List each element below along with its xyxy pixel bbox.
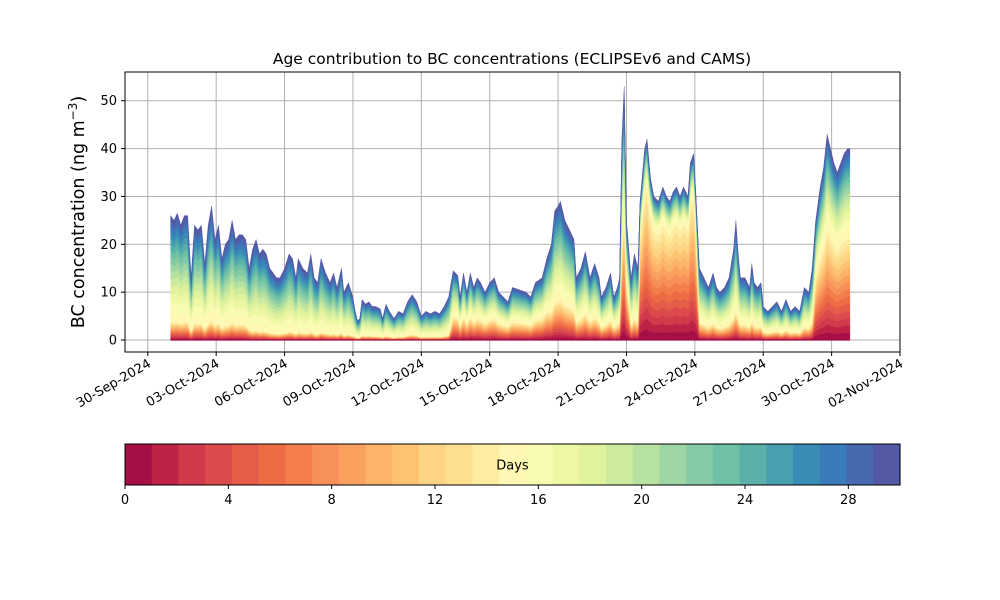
colorbar-swatch-28 xyxy=(873,444,901,485)
colorbar-tick-label-3: 12 xyxy=(427,493,444,508)
colorbar-swatch-20 xyxy=(659,444,687,485)
colorbar: 0 4 8 12 16 20 24 28 Days xyxy=(121,443,901,508)
y-tick-label-0: 0 xyxy=(109,334,117,349)
y-axis-label-close: ) xyxy=(69,96,89,103)
colorbar-swatch-25 xyxy=(793,444,821,485)
colorbar-tick-label-7: 28 xyxy=(840,493,857,508)
y-tick-label-4: 40 xyxy=(100,142,117,157)
colorbar-swatch-16 xyxy=(552,444,580,485)
colorbar-swatch-27 xyxy=(846,444,874,485)
colorbar-swatch-0 xyxy=(125,444,153,485)
colorbar-swatch-24 xyxy=(766,444,794,485)
colorbar-swatch-21 xyxy=(686,444,714,485)
colorbar-swatch-8 xyxy=(338,444,367,485)
y-axis-label-text: BC concentration (ng m xyxy=(69,120,89,328)
colorbar-tick-label-5: 20 xyxy=(633,493,650,508)
y-axis-label: BC concentration (ng m−3) xyxy=(66,96,89,328)
y-axis-label-exponent: −3 xyxy=(66,103,80,121)
colorbar-swatch-11 xyxy=(418,444,447,485)
colorbar-swatch-17 xyxy=(579,444,607,485)
colorbar-swatch-22 xyxy=(712,444,741,485)
colorbar-swatch-5 xyxy=(258,444,286,485)
colorbar-tick-label-2: 8 xyxy=(328,493,336,508)
colorbar-tick-label-0: 0 xyxy=(121,493,129,508)
colorbar-frame xyxy=(124,443,901,486)
colorbar-swatch-14 xyxy=(499,444,527,485)
y-tick-label-2: 20 xyxy=(100,238,117,253)
colorbar-tick-label-6: 24 xyxy=(737,493,754,508)
y-tick-label-1: 10 xyxy=(100,286,117,301)
colorbar-swatch-9 xyxy=(365,444,393,485)
colorbar-swatch-3 xyxy=(205,444,233,485)
plot-areas xyxy=(170,86,851,341)
y-tick-label-3: 30 xyxy=(100,190,117,205)
colorbar-swatch-23 xyxy=(739,444,767,485)
plot-frame xyxy=(124,71,901,353)
colorbar-swatch-1 xyxy=(151,444,180,485)
colorbar-swatch-12 xyxy=(445,444,474,485)
colorbar-label: Days xyxy=(496,459,529,474)
colorbar-swatch-10 xyxy=(392,444,420,485)
colorbar-swatch-18 xyxy=(606,444,634,485)
age-layer-28-days xyxy=(170,86,851,323)
colorbar-swatch-4 xyxy=(231,444,260,485)
colorbar-swatch-6 xyxy=(285,444,313,485)
y-tick-label-5: 50 xyxy=(100,94,117,109)
chart-title: Age contribution to BC concentrations (E… xyxy=(273,50,751,68)
colorbar-swatch-26 xyxy=(819,444,848,485)
colorbar-swatch-7 xyxy=(312,444,340,485)
colorbar-swatch-15 xyxy=(525,444,554,485)
colorbar-tick-label-4: 16 xyxy=(530,493,547,508)
colorbar-swatch-2 xyxy=(178,444,206,485)
colorbar-swatch-13 xyxy=(472,444,500,485)
colorbar-swatch-19 xyxy=(632,444,661,485)
colorbar-tick-label-1: 4 xyxy=(224,493,232,508)
